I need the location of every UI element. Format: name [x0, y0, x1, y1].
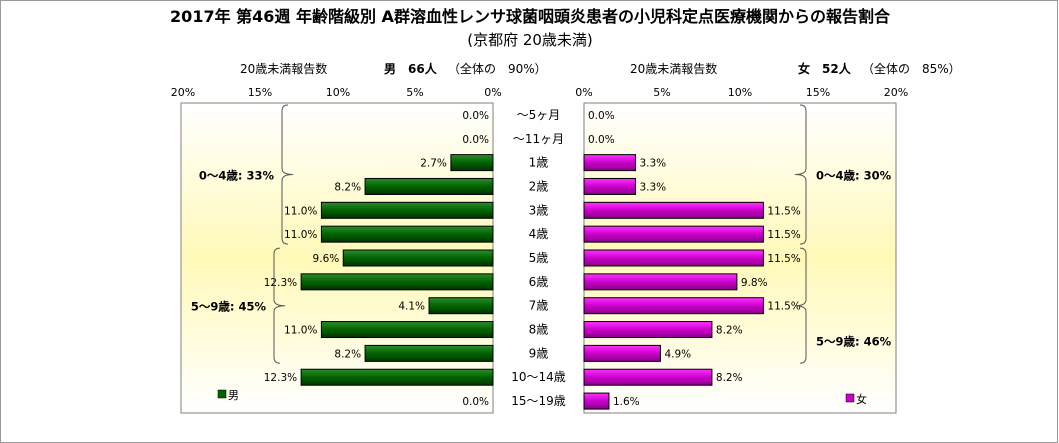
male-value-label: 11.0% [284, 205, 317, 217]
female-group-label: 0～4歳: 30% [816, 169, 892, 183]
female-value-label: 1.6% [613, 396, 640, 408]
male-tick-label: 15% [248, 86, 272, 99]
female-header-count: 女 52人 [798, 61, 852, 76]
male-value-labels: 0.0% 0.0% 2.7% 8.2% 11.0% 11.0% 9.6% 12.3% 4.1% 1… [264, 110, 489, 408]
male-value-label: 0.0% [462, 134, 489, 146]
male-x-axis: 20% 15% 10% 5% 0% [171, 86, 502, 99]
male-bar [342, 249, 494, 267]
female-header-label: 20歳未満報告数 [630, 61, 717, 76]
female-tick-label: 10% [728, 86, 752, 99]
male-bar [364, 344, 494, 362]
female-value-label: 11.5% [767, 229, 800, 241]
female-tick-label: 0% [575, 86, 592, 99]
male-bar [320, 201, 494, 219]
chart-subtitle: (京都府 20歳未満) [467, 31, 593, 49]
female-bars [583, 154, 764, 410]
female-bar [583, 297, 764, 315]
female-tick-label: 5% [653, 86, 670, 99]
female-bar [583, 249, 764, 267]
female-tick-label: 20% [884, 86, 908, 99]
female-value-label: 3.3% [639, 158, 666, 170]
female-legend-label: 女 [856, 392, 867, 406]
female-bar [583, 225, 764, 243]
category-label: 2歳 [529, 179, 549, 193]
male-tick-label: 20% [171, 86, 195, 99]
category-label: 1歳 [529, 156, 549, 170]
category-label: 4歳 [529, 227, 549, 241]
female-value-label: 11.5% [767, 253, 800, 265]
male-bar [300, 368, 494, 386]
male-bars [300, 154, 494, 386]
male-value-label: 8.2% [334, 348, 361, 360]
female-bar [583, 154, 636, 172]
female-bar [583, 321, 713, 339]
female-value-label: 0.0% [588, 134, 615, 146]
male-header-share: （全体の 90%） [448, 61, 547, 76]
group-brackets: 0～4歳: 33% 5～9歳: 45% 0～4歳: 30% 5～9歳: 46% [191, 104, 892, 364]
male-value-label: 4.1% [398, 301, 425, 313]
female-value-labels: 0.0% 0.0% 3.3% 3.3% 11.5% 11.5% 11.5% 9.8% 11.5%… [588, 110, 801, 408]
male-value-label: 8.2% [334, 181, 361, 193]
male-bar [364, 177, 494, 195]
female-value-label: 0.0% [588, 110, 615, 122]
male-legend-swatch [217, 389, 227, 399]
category-label: 8歳 [529, 323, 549, 337]
category-label: 6歳 [529, 275, 549, 289]
category-label: 3歳 [529, 203, 549, 217]
category-label: 5歳 [529, 251, 549, 265]
category-label: 9歳 [529, 346, 549, 360]
male-tick-label: 5% [406, 86, 423, 99]
male-header-count: 男 66人 [384, 61, 438, 76]
category-label: ～5ヶ月 [517, 108, 561, 122]
category-label: 15～19歳 [511, 394, 566, 408]
category-labels: ～5ヶ月 ～11ヶ月 1歳 2歳 3歳 4歳 5歳 6歳 7歳 8歳 9歳 10～14歳 15～19歳 [511, 108, 566, 408]
male-bar [300, 273, 494, 291]
female-x-axis: 0% 5% 10% 15% 20% [575, 86, 908, 99]
female-value-label: 9.8% [741, 277, 768, 289]
female-legend-swatch [845, 393, 855, 403]
male-value-label: 0.0% [462, 396, 489, 408]
chart-title: 2017年 第46週 年齢階級別 A群溶血性レンサ球菌咽頭炎患者の小児科定点医療… [170, 7, 891, 26]
male-bar [320, 321, 494, 339]
female-value-label: 11.5% [767, 205, 800, 217]
female-value-label: 8.2% [716, 325, 743, 337]
female-value-label: 11.5% [767, 301, 800, 313]
male-bar [428, 297, 494, 315]
female-tick-label: 15% [806, 86, 830, 99]
male-tick-label: 10% [326, 86, 350, 99]
male-value-label: 0.0% [462, 110, 489, 122]
female-bar [583, 392, 610, 410]
category-label: ～11ヶ月 [513, 132, 564, 146]
female-bar [583, 368, 713, 386]
female-value-label: 3.3% [639, 181, 666, 193]
male-bar [320, 225, 494, 243]
male-group-label: 0～4歳: 33% [199, 169, 275, 183]
female-group-label: 5～9歳: 46% [816, 335, 892, 349]
male-header-label: 20歳未満報告数 [240, 61, 327, 76]
male-value-label: 9.6% [313, 253, 340, 265]
male-group-bracket [273, 247, 286, 364]
category-label: 10～14歳 [511, 370, 566, 384]
male-value-label: 12.3% [264, 372, 297, 384]
female-value-label: 8.2% [716, 372, 743, 384]
male-value-label: 11.0% [284, 229, 317, 241]
female-group-bracket [794, 247, 807, 364]
male-value-label: 11.0% [284, 325, 317, 337]
female-bar [583, 177, 636, 195]
male-bar [450, 154, 494, 172]
female-bar [583, 201, 764, 219]
female-value-label: 4.9% [664, 348, 691, 360]
male-group-label: 5～9歳: 45% [191, 300, 267, 314]
female-bar [583, 344, 661, 362]
female-bar [583, 273, 738, 291]
female-header-share: （全体の 85%） [862, 61, 961, 76]
male-value-label: 2.7% [420, 158, 447, 170]
male-tick-label: 0% [484, 86, 501, 99]
male-legend-label: 男 [228, 389, 239, 402]
male-group-bracket [281, 104, 294, 245]
category-label: 7歳 [529, 299, 549, 313]
female-group-bracket [794, 104, 807, 245]
male-value-label: 12.3% [264, 277, 297, 289]
